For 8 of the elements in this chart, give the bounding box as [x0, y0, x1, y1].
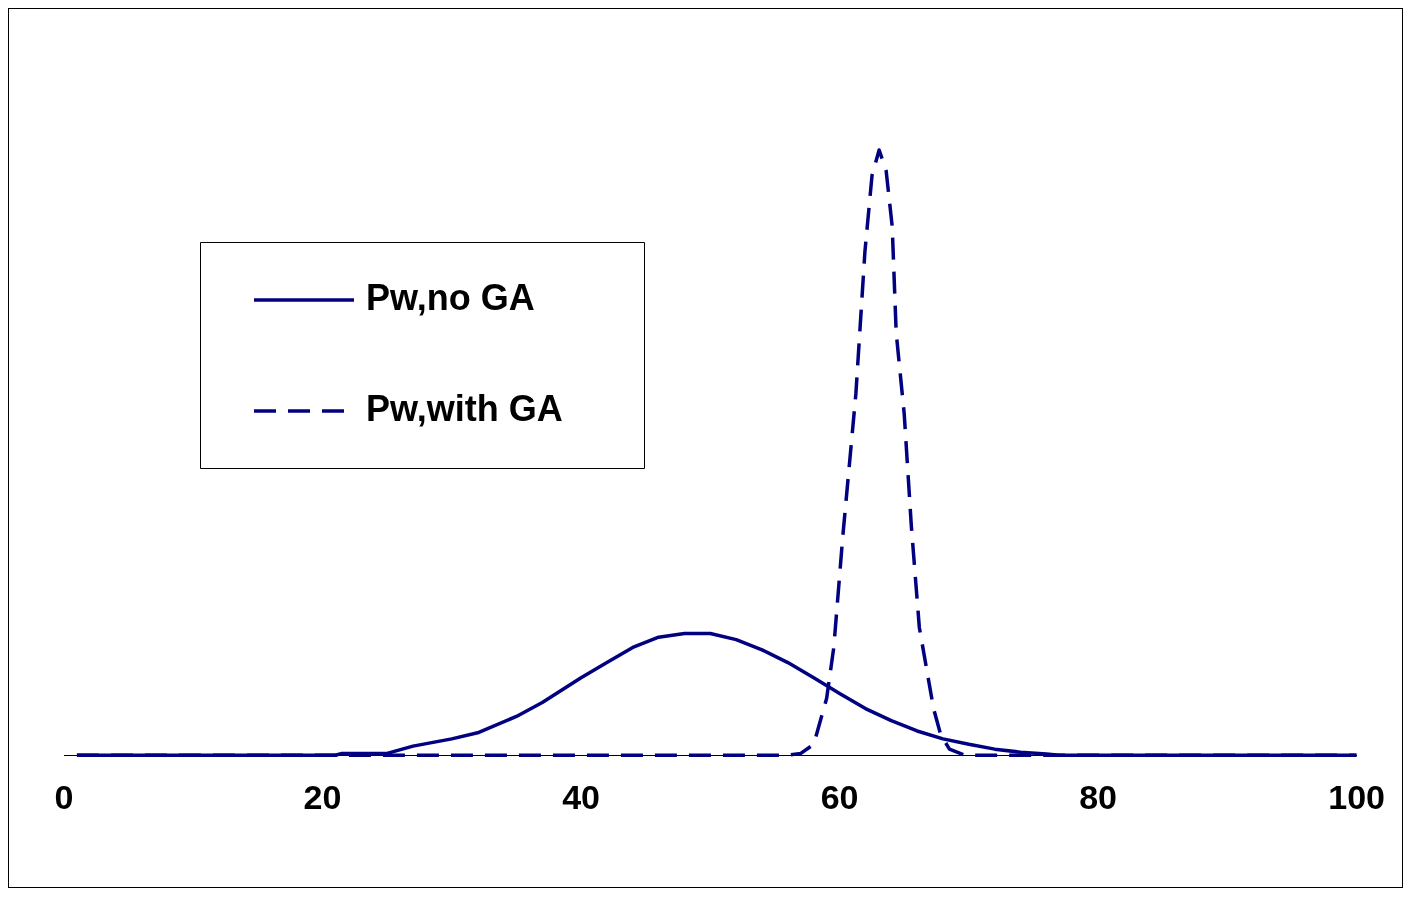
- x-tick-label: 60: [820, 777, 859, 816]
- legend-label: Pw,with GA: [366, 387, 563, 429]
- x-tick-label: 40: [562, 777, 600, 816]
- x-tick-label: 0: [54, 777, 74, 816]
- x-tick-label: 100: [1328, 777, 1385, 816]
- x-tick-label: 80: [1079, 777, 1118, 816]
- legend-label: Pw,no GA: [366, 276, 535, 318]
- x-tick-label: 20: [303, 777, 342, 816]
